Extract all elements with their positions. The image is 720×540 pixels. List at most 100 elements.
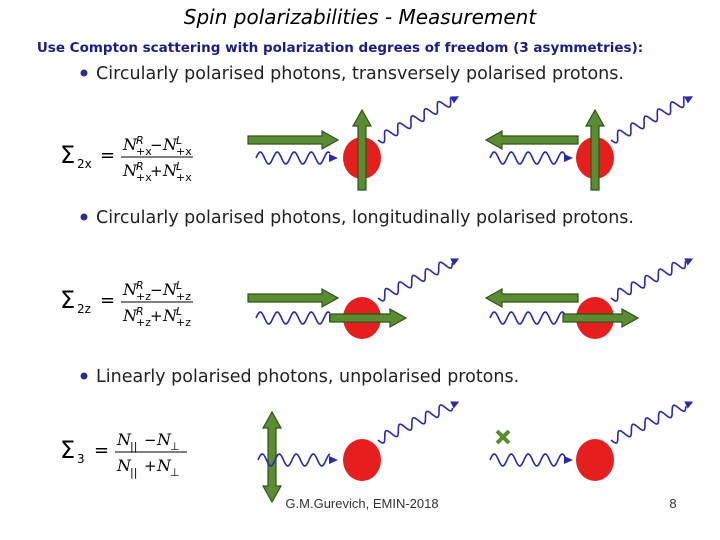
formula-op: + [144,457,157,475]
photon-head [564,154,573,162]
photon-wave [489,453,566,467]
formula-symbol-sub: 2z [77,302,91,316]
formula-op: − [150,136,163,154]
formula-op: − [144,431,157,449]
photon-wave [489,311,566,325]
formula-sub: || [130,466,137,479]
formula-sup: L [176,160,182,173]
formula-eq: = [100,145,115,166]
scattered-photon [610,96,685,144]
formula-term: N || [116,456,137,479]
footer-author: G.M.Gurevich, EMIN-2018 [285,496,438,511]
photon-wave [489,151,566,165]
photon-wave [257,453,331,467]
formula-sub: +z [136,316,151,329]
scattered-photon [377,97,452,144]
formula-symbol: Σ [60,436,75,464]
formula-term: N R+x [122,160,152,184]
bullet-dot [80,372,88,380]
bullet-text: Circularly polarised photons, longitudin… [96,208,634,228]
formula-base: N [116,456,132,475]
formula-base: N [122,135,138,154]
formula-sup: L [176,305,182,318]
slide-title: Spin polarizabilities - Measurement [184,5,538,29]
formula-sub: +x [136,171,152,184]
formula-sup: R [136,134,144,147]
subtitle: Use Compton scattering with polarization… [37,40,643,56]
formula-symbol-sub: 3 [77,452,85,466]
formula-term: N || [116,430,137,453]
spin-arrow [261,410,283,504]
scattered-head [450,96,460,104]
spin-arrow [247,287,340,309]
scattered-head [684,258,694,266]
proton [576,439,614,481]
formula-sup: R [136,279,144,292]
formula-base: N [162,161,178,180]
page-number: 8 [669,496,676,511]
formula-symbol: Σ [60,286,75,314]
photon-head [329,154,338,162]
formula-eq: = [94,440,109,461]
formula-sub: ⊥ [170,466,180,479]
formula-sup: R [136,160,144,173]
formula-sub: +x [176,171,192,184]
formula-base: N [122,161,138,180]
spin-arrow [351,108,373,191]
spin-arrow [247,129,340,151]
formula-term: N L+z [162,305,191,329]
formula-sup: L [176,279,182,292]
formula-symbol: Σ [60,141,75,169]
formula-term: N L+x [162,160,192,184]
bullet-dot [80,69,88,77]
scattered-photon [377,404,454,444]
photon-wave [255,151,331,165]
formula-op: + [150,307,163,325]
spin-arrow [329,307,408,329]
photon-wave [255,311,331,325]
spin-arrow [484,129,579,151]
formula-sub: +z [176,290,191,303]
formula-base: N [116,430,132,449]
formula-sub: +x [176,145,192,158]
formula-term: N L+z [162,279,191,303]
formula-sub: || [130,440,137,453]
scattered-head [450,258,460,266]
scattered-head [684,401,694,409]
proton [343,439,381,481]
formula-op: − [150,281,163,299]
formula-base: N [156,456,172,475]
formula-eq: = [100,290,115,311]
scattered-photon [610,261,687,302]
scattered-photon [377,261,453,302]
formula-op: + [150,162,163,180]
scattered-head [684,96,694,104]
formula-sup: L [176,134,182,147]
formula-sub: ⊥ [170,440,180,453]
formula-term: N R+z [122,279,151,303]
photon-head [564,456,573,464]
bullet-text: Circularly polarised photons, transverse… [96,64,624,84]
polarization-cross [495,429,511,445]
spin-arrow [484,287,579,309]
formula-term: N R+x [122,134,152,158]
photon-head [329,456,338,464]
formula-base: N [162,280,178,299]
formula-base: N [156,430,172,449]
formula-term: N ⊥ [156,456,180,479]
formula-sub: +x [136,145,152,158]
formula-base: N [122,280,138,299]
formula-sub: +z [136,290,151,303]
bullet-text: Linearly polarised photons, unpolarised … [96,367,519,387]
scattered-head [450,401,460,409]
formula-sup: R [136,305,144,318]
formula-symbol-sub: 2x [77,157,92,171]
formula-term: N R+z [122,305,151,329]
formula-base: N [162,306,178,325]
spin-arrow [562,307,640,329]
formula-base: N [122,306,138,325]
scattered-photon [610,404,687,444]
formula-base: N [162,135,178,154]
formula-term: N L+x [162,134,192,158]
